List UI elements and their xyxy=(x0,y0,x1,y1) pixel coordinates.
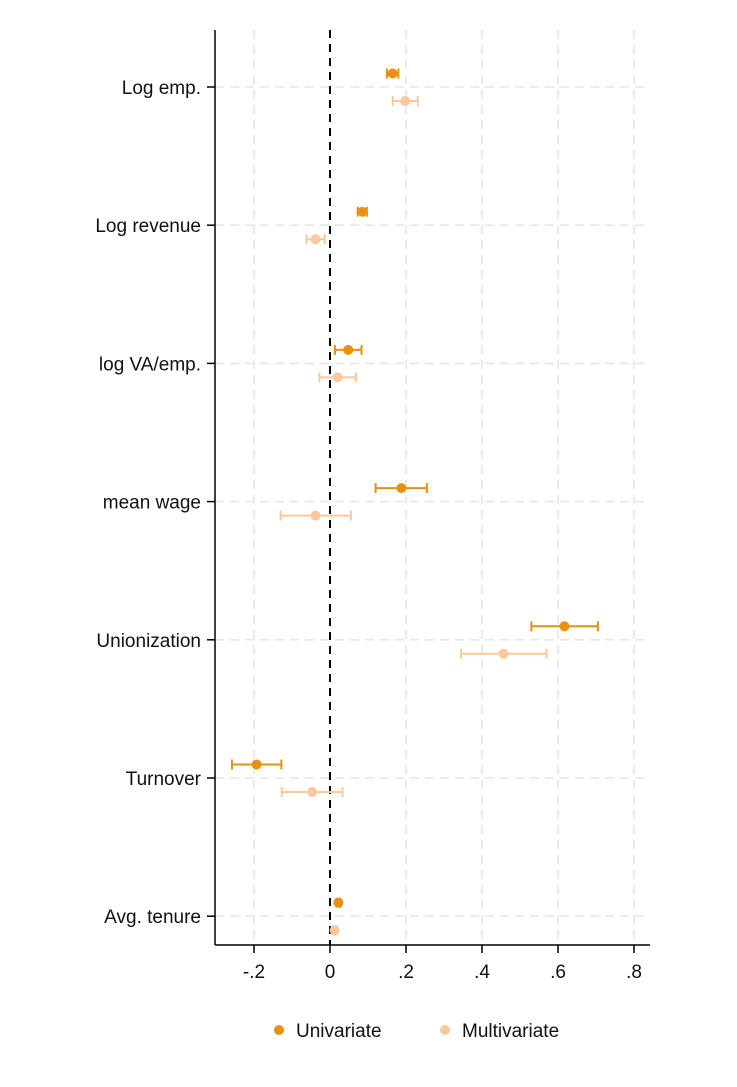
point-estimate xyxy=(310,510,321,521)
point-estimate xyxy=(310,234,321,245)
point-estimate xyxy=(343,344,354,355)
point-estimate xyxy=(329,925,340,936)
ci-marker-univariate xyxy=(333,344,363,355)
ci-marker-multivariate xyxy=(329,925,340,936)
point-estimate xyxy=(307,787,318,797)
y-category-label: Turnover xyxy=(126,769,202,790)
ci-marker-univariate xyxy=(386,68,400,79)
legend: Univariate Multivariate xyxy=(274,1021,559,1042)
y-category-label: Log emp. xyxy=(122,78,201,99)
y-category-label: Avg. tenure xyxy=(104,907,201,928)
point-estimate xyxy=(357,206,368,217)
x-tick-label: 0 xyxy=(325,962,336,983)
axes: -.2 0 .2 .4 .6 .8 Log emp. Log revenue log VA/em… xyxy=(95,30,650,983)
data-marks xyxy=(230,68,599,936)
ci-marker-multivariate xyxy=(305,234,326,245)
ci-marker-univariate xyxy=(374,483,428,494)
legend-label-multivariate: Multivariate xyxy=(462,1021,559,1042)
x-tick-label: .4 xyxy=(474,962,490,983)
ci-marker-multivariate xyxy=(279,510,352,521)
legend-marker-univariate xyxy=(274,1025,284,1035)
point-estimate xyxy=(396,483,407,494)
ci-marker-multivariate xyxy=(318,372,357,383)
point-estimate xyxy=(333,897,344,908)
x-tick-label: .6 xyxy=(550,962,566,983)
point-estimate xyxy=(387,68,398,79)
y-category-label: Unionization xyxy=(96,631,201,652)
point-estimate xyxy=(332,372,343,383)
x-tick-label: -.2 xyxy=(243,962,265,983)
x-tick-label: .2 xyxy=(398,962,414,983)
legend-label-univariate: Univariate xyxy=(296,1021,382,1042)
y-category-label: mean wage xyxy=(103,493,201,514)
y-category-label: Log revenue xyxy=(95,216,201,237)
y-category-label: log VA/emp. xyxy=(99,354,201,375)
ci-marker-univariate xyxy=(530,621,599,632)
ci-marker-multivariate xyxy=(391,96,419,106)
ci-marker-univariate xyxy=(356,206,368,217)
ci-marker-multivariate xyxy=(460,648,548,659)
point-estimate xyxy=(559,621,570,632)
ci-marker-multivariate xyxy=(280,787,344,797)
grid-lines xyxy=(215,30,650,945)
point-estimate xyxy=(251,759,262,770)
x-tick-label: .8 xyxy=(626,962,642,983)
ci-marker-univariate xyxy=(230,759,283,770)
ci-marker-univariate xyxy=(333,897,344,908)
point-estimate xyxy=(498,648,509,659)
legend-marker-multivariate xyxy=(440,1025,450,1035)
point-estimate xyxy=(400,96,411,106)
